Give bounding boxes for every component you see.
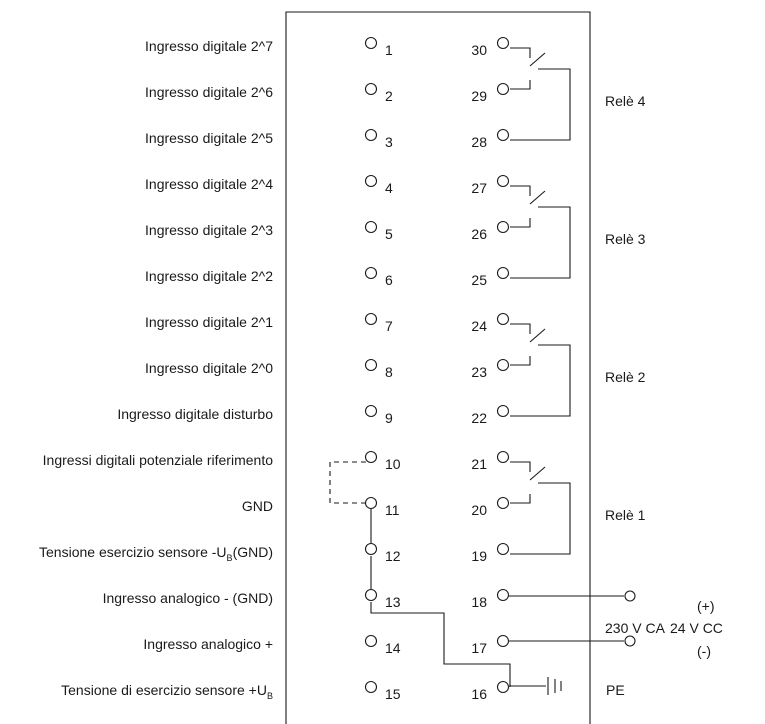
- relay-label-1: Relè 1: [605, 507, 646, 523]
- left-terminal-circle-8: [364, 358, 378, 372]
- terminal-block-enclosure: [285, 11, 591, 724]
- left-terminal-circle-3: [364, 128, 378, 142]
- right-terminal-circle-19: [496, 542, 510, 556]
- right-terminal-circle-21: [496, 450, 510, 464]
- right-terminal-number: 25: [471, 272, 487, 288]
- right-terminal-number: 21: [471, 456, 487, 472]
- right-terminal-number: 17: [471, 640, 487, 656]
- relay-2-contacts: [510, 323, 571, 417]
- left-terminal-circle-10: [364, 450, 378, 464]
- left-terminal-number: 5: [385, 226, 393, 242]
- left-terminal-number: 11: [385, 502, 400, 518]
- left-terminal-number: 9: [385, 410, 393, 426]
- input-label-9: Ingresso digitale disturbo: [117, 406, 273, 422]
- input-label-7: Ingresso digitale 2^1: [145, 314, 273, 330]
- wire-13-16: [370, 602, 511, 687]
- right-terminal-circle-17: [496, 634, 510, 648]
- input-label-8: Ingresso digitale 2^0: [145, 360, 273, 376]
- left-terminal-circle-13: [364, 588, 378, 602]
- right-terminal-number: 29: [471, 88, 487, 104]
- right-terminal-circle-22: [496, 404, 510, 418]
- left-terminal-circle-15: [364, 680, 378, 694]
- input-label-10: Ingressi digitali potenziale riferimento: [43, 452, 274, 468]
- left-terminal-number: 7: [385, 318, 393, 334]
- relay-4-contacts: [510, 47, 571, 141]
- right-terminal-number: 22: [471, 410, 487, 426]
- left-terminal-number: 13: [385, 594, 401, 610]
- right-terminal-number: 19: [471, 548, 487, 564]
- right-terminal-number: 20: [471, 502, 487, 518]
- left-terminal-number: 14: [385, 640, 401, 656]
- input-label-14: Ingresso analogico +: [143, 636, 273, 652]
- right-terminal-circle-28: [496, 128, 510, 142]
- supply-terminal-plus: [624, 590, 636, 602]
- left-terminal-circle-4: [364, 174, 378, 188]
- left-terminal-circle-5: [364, 220, 378, 234]
- input-label-4: Ingresso digitale 2^4: [145, 176, 273, 192]
- input-label-5: Ingresso digitale 2^3: [145, 222, 273, 238]
- right-terminal-circle-30: [496, 36, 510, 50]
- left-terminal-circle-2: [364, 82, 378, 96]
- earth-symbol-icon: [547, 677, 562, 695]
- right-terminal-circle-24: [496, 312, 510, 326]
- left-terminal-circle-9: [364, 404, 378, 418]
- right-terminal-number: 24: [471, 318, 487, 334]
- left-terminal-circle-12: [364, 542, 378, 556]
- input-label-15: Tensione di esercizio sensore +UB: [61, 682, 273, 701]
- right-terminal-circle-26: [496, 220, 510, 234]
- input-label-2: Ingresso digitale 2^6: [145, 84, 273, 100]
- left-terminal-number: 3: [385, 134, 393, 150]
- relay-labels: Relè 4 Relè 3 Relè 2 Relè 1: [605, 93, 646, 523]
- relay-label-2: Relè 2: [605, 369, 646, 385]
- left-terminal-number: 10: [385, 456, 401, 472]
- left-terminal-number: 6: [385, 272, 393, 288]
- right-terminal-number: 26: [471, 226, 487, 242]
- left-terminal-number: 15: [385, 686, 401, 702]
- supply-terminal-minus: [624, 635, 636, 647]
- input-label-11: GND: [242, 498, 273, 514]
- right-terminal-number: 30: [471, 42, 487, 58]
- input-label-3: Ingresso digitale 2^5: [145, 130, 273, 146]
- left-terminal-circle-11: [364, 496, 378, 510]
- right-terminal-number: 23: [471, 364, 487, 380]
- left-terminal-circle-14: [364, 634, 378, 648]
- right-terminal-circle-20: [496, 496, 510, 510]
- minus-label: (-): [697, 643, 711, 659]
- right-terminal-number: 16: [471, 686, 487, 702]
- input-label-6: Ingresso digitale 2^2: [145, 268, 273, 284]
- right-terminal-circle-27: [496, 174, 510, 188]
- right-terminal-number: 18: [471, 594, 487, 610]
- input-label-13: Ingresso analogico - (GND): [103, 590, 273, 606]
- left-terminal-number: 8: [385, 364, 393, 380]
- input-label-12: Tensione esercizio sensore -UB(GND): [39, 544, 273, 563]
- relay-label-4: Relè 4: [605, 93, 646, 109]
- dc-supply-label: 24 V CC: [670, 620, 723, 636]
- right-terminal-circle-23: [496, 358, 510, 372]
- pe-label: PE: [606, 682, 625, 698]
- right-terminal-circle-16: [496, 680, 510, 694]
- right-terminals: 30 29 28 27 26 25 24 23 22 21 20 19 18 17 16: [471, 36, 510, 702]
- left-terminal-circle-7: [364, 312, 378, 326]
- input-label-1: Ingresso digitale 2^7: [145, 38, 273, 54]
- plus-label: (+): [697, 598, 715, 614]
- left-terminal-circle-6: [364, 266, 378, 280]
- right-terminal-circle-18: [496, 588, 510, 602]
- relay-3-contacts: [510, 185, 571, 279]
- jumper-10-11: [329, 461, 366, 504]
- relay-1-contacts: [510, 461, 571, 555]
- right-terminal-circle-29: [496, 82, 510, 96]
- left-labels: Ingresso digitale 2^7 Ingresso digitale 2…: [39, 38, 273, 701]
- right-terminal-number: 27: [471, 180, 487, 196]
- left-terminal-number: 1: [385, 42, 393, 58]
- ac-supply-label: 230 V CA: [605, 620, 666, 636]
- right-terminal-number: 28: [471, 134, 487, 150]
- left-terminal-circle-1: [364, 36, 378, 50]
- right-terminal-circle-25: [496, 266, 510, 280]
- left-terminal-number: 12: [385, 548, 401, 564]
- relay-label-3: Relè 3: [605, 231, 646, 247]
- left-terminal-number: 2: [385, 88, 393, 104]
- left-terminal-number: 4: [385, 180, 393, 196]
